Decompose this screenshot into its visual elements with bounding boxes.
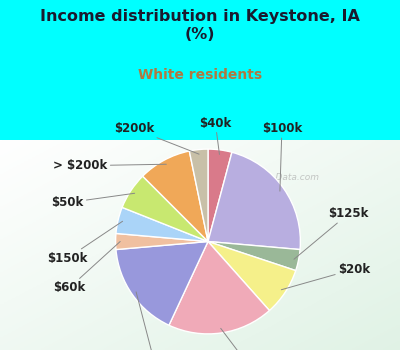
Text: $100k: $100k	[262, 122, 302, 191]
Text: $150k: $150k	[47, 221, 122, 265]
Text: > $200k: > $200k	[53, 159, 166, 172]
Wedge shape	[208, 241, 296, 310]
Text: $75k: $75k	[221, 328, 270, 350]
Wedge shape	[208, 149, 232, 242]
Wedge shape	[116, 208, 208, 241]
Text: $200k: $200k	[114, 122, 199, 154]
Text: $30k: $30k	[136, 292, 173, 350]
Wedge shape	[208, 152, 300, 250]
Wedge shape	[116, 241, 208, 325]
Text: $20k: $20k	[281, 263, 370, 290]
Text: White residents: White residents	[138, 68, 262, 82]
Wedge shape	[169, 241, 270, 334]
Text: Income distribution in Keystone, IA
(%): Income distribution in Keystone, IA (%)	[40, 9, 360, 42]
Wedge shape	[116, 233, 208, 250]
Text: City-Data.com: City-Data.com	[256, 173, 320, 182]
Text: $125k: $125k	[294, 207, 369, 259]
Text: $50k: $50k	[52, 193, 135, 209]
Wedge shape	[208, 241, 300, 271]
Text: $60k: $60k	[53, 241, 120, 294]
Wedge shape	[189, 149, 208, 242]
Wedge shape	[122, 176, 208, 242]
Text: $40k: $40k	[199, 117, 232, 154]
Wedge shape	[143, 151, 208, 241]
